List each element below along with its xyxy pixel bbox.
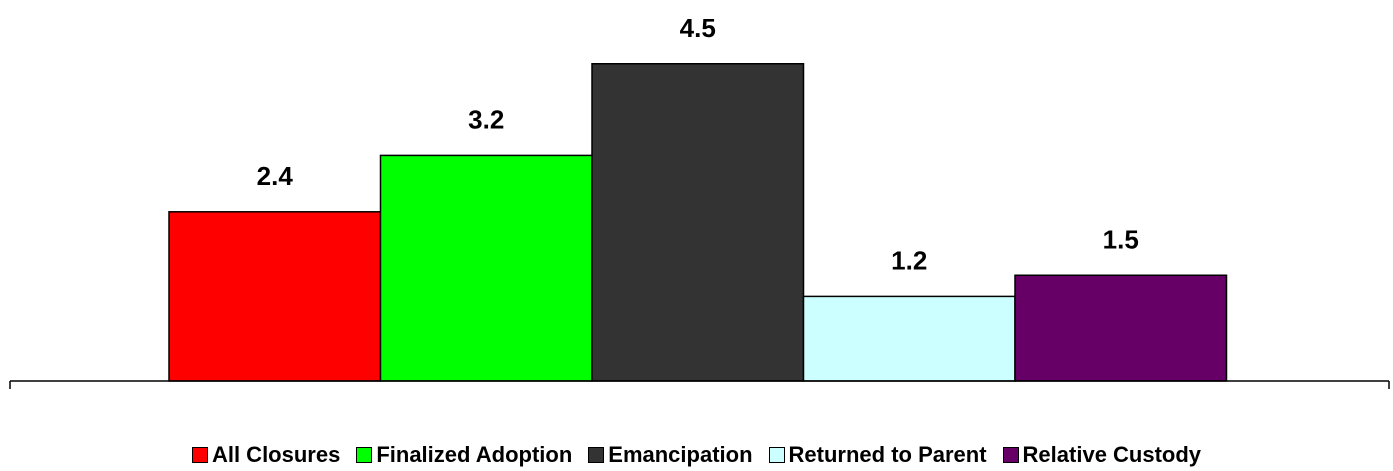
legend-item-relative-custody: Relative Custody xyxy=(1002,442,1202,468)
bars-group xyxy=(168,63,1228,382)
legend-item-finalized-adoption: Finalized Adoption xyxy=(356,442,572,468)
bar-finalized-adoption xyxy=(379,154,593,382)
legend-label-emancipation: Emancipation xyxy=(608,442,753,467)
bar-all-closures xyxy=(168,211,382,382)
legend-label-all-closures: All Closures xyxy=(211,442,341,467)
legend-item-returned-to-parent: Returned to Parent xyxy=(768,442,987,468)
legend-swatch-all-closures xyxy=(191,447,208,463)
value-label-relative-custody: 1.5 xyxy=(1103,224,1139,254)
legend: All Closures Finalized Adoption Emancipati… xyxy=(0,441,1393,469)
bar-emancipation xyxy=(591,63,805,382)
value-labels-group: 2.4 3.2 4.5 1.2 1.5 xyxy=(257,13,1139,276)
legend-item-all-closures: All Closures xyxy=(191,442,341,468)
value-label-finalized-adoption: 3.2 xyxy=(468,104,504,134)
x-axis xyxy=(9,380,1390,389)
legend-item-emancipation: Emancipation xyxy=(588,442,753,468)
legend-swatch-finalized-adoption xyxy=(356,447,373,463)
bar-returned-to-parent xyxy=(802,295,1016,382)
legend-label-finalized-adoption: Finalized Adoption xyxy=(376,442,573,467)
legend-label-returned-to-parent: Returned to Parent xyxy=(788,442,987,467)
legend-swatch-returned-to-parent xyxy=(768,447,785,463)
value-label-returned-to-parent: 1.2 xyxy=(891,245,927,275)
value-label-all-closures: 2.4 xyxy=(257,161,294,191)
legend-swatch-relative-custody xyxy=(1002,447,1019,463)
value-label-emancipation: 4.5 xyxy=(680,13,716,43)
legend-swatch-emancipation xyxy=(588,447,605,463)
legend-label-relative-custody: Relative Custody xyxy=(1022,442,1202,467)
bar-relative-custody xyxy=(1014,274,1228,382)
